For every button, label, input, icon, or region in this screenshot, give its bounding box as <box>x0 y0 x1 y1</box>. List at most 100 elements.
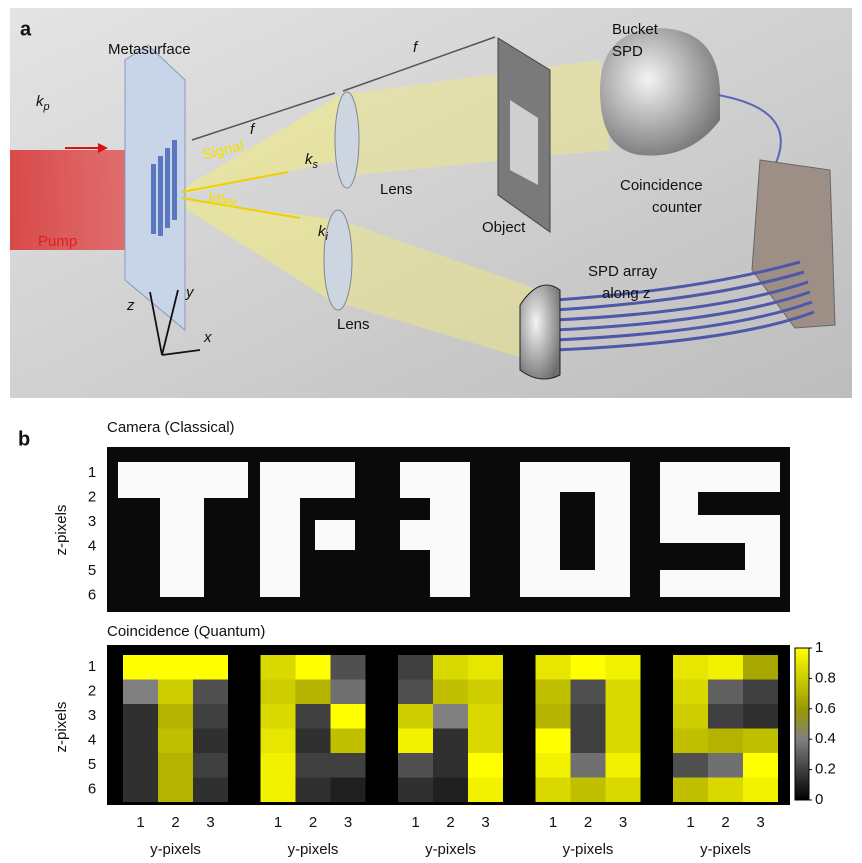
figure: a Metasurface f f Bucket SPD kp Pump Sig… <box>0 0 862 863</box>
heatmap-cell <box>193 778 228 803</box>
heatmap-cell <box>536 753 571 778</box>
heatmap-cell <box>193 704 228 729</box>
heatmap-cell <box>536 778 571 803</box>
heatmap-cell <box>158 729 193 754</box>
heatmap-cell <box>743 680 778 705</box>
x-axis-label: y-pixels <box>563 841 614 858</box>
heatmap-cell <box>708 753 743 778</box>
label-metasurface: Metasurface <box>108 41 191 58</box>
col-tick-label: 3 <box>481 814 489 831</box>
heatmap-cell <box>433 680 468 705</box>
x-axis-label: y-pixels <box>700 841 751 858</box>
panel-a: a Metasurface f f Bucket SPD kp Pump Sig… <box>10 8 852 398</box>
col-tick-label: 1 <box>274 814 282 831</box>
colorbar <box>795 648 809 800</box>
label-along-z: along z <box>602 285 650 302</box>
heatmap-cell <box>158 704 193 729</box>
panel-label: a <box>20 18 32 40</box>
heatmap-cell <box>193 753 228 778</box>
label-pump: Pump <box>38 233 77 250</box>
heatmap-cell <box>193 655 228 680</box>
row-tick-label: 1 <box>88 464 96 481</box>
heatmap-cell <box>398 729 433 754</box>
heatmap-cell <box>331 778 366 803</box>
colorbar-tick-label: 0.4 <box>815 730 836 747</box>
col-tick-label: 3 <box>756 814 764 831</box>
col-tick-label: 2 <box>721 814 729 831</box>
camera-title: Camera (Classical) <box>107 419 235 436</box>
heatmap-cell <box>158 778 193 803</box>
heatmap-cell <box>743 704 778 729</box>
label-object: Object <box>482 219 526 236</box>
heatmap-cell <box>468 729 503 754</box>
heatmap-cell <box>296 680 331 705</box>
heatmap-cell <box>743 655 778 680</box>
heatmap-cell <box>331 655 366 680</box>
heatmap-cell <box>708 680 743 705</box>
heatmap-cell <box>433 704 468 729</box>
axis-label-z: z <box>126 297 135 314</box>
heatmap-cell <box>433 778 468 803</box>
heatmap-cell <box>123 729 158 754</box>
heatmap-cell <box>296 729 331 754</box>
heatmap-cell <box>673 778 708 803</box>
heatmap-cell <box>571 729 606 754</box>
row-tick-label: 3 <box>88 707 96 724</box>
spd-array <box>520 285 560 379</box>
heatmap-cell <box>673 753 708 778</box>
col-tick-label: 2 <box>584 814 592 831</box>
heatmap-cell <box>468 753 503 778</box>
heatmap-cell <box>261 680 296 705</box>
heatmap-cell <box>123 753 158 778</box>
heatmap-cell <box>606 753 641 778</box>
label-lens: Lens <box>380 181 413 198</box>
colorbar-tick-label: 0.8 <box>815 669 836 686</box>
col-tick-label: 1 <box>686 814 694 831</box>
heatmap-cell <box>158 753 193 778</box>
row-tick-label: 5 <box>88 562 96 579</box>
x-axis-label: y-pixels <box>425 841 476 858</box>
heatmap-cell <box>433 655 468 680</box>
heatmap-cell <box>261 655 296 680</box>
lens-top <box>335 92 359 188</box>
col-tick-label: 2 <box>309 814 317 831</box>
col-tick-label: 1 <box>411 814 419 831</box>
col-tick-label: 3 <box>206 814 214 831</box>
row-tick-label: 6 <box>88 780 96 797</box>
heatmap-cell <box>123 680 158 705</box>
heatmap-cell <box>536 680 571 705</box>
heatmap-cell <box>398 655 433 680</box>
heatmap-cell <box>743 778 778 803</box>
heatmap-cell <box>296 704 331 729</box>
row-tick-label: 2 <box>88 488 96 505</box>
row-tick-label: 6 <box>88 586 96 603</box>
heatmap-cell <box>123 778 158 803</box>
heatmap-cell <box>296 778 331 803</box>
heatmap-cell <box>433 753 468 778</box>
heatmap-cell <box>468 778 503 803</box>
x-axis-label: y-pixels <box>288 841 339 858</box>
heatmap-cell <box>468 655 503 680</box>
col-tick-label: 2 <box>171 814 179 831</box>
heatmap-cell <box>571 704 606 729</box>
y-axis-label: z-pixels <box>53 702 70 753</box>
row-tick-label: 3 <box>88 513 96 530</box>
col-tick-label: 3 <box>619 814 627 831</box>
heatmap-cell <box>468 704 503 729</box>
axis-label-x: x <box>203 329 212 346</box>
heatmap-cell <box>606 704 641 729</box>
label-bucket-spd: SPD <box>612 43 643 60</box>
heatmap-cell <box>708 704 743 729</box>
heatmap-cell <box>571 680 606 705</box>
heatmap-cell <box>468 680 503 705</box>
label-bucket: Bucket <box>612 21 659 38</box>
panel-label: b <box>18 428 30 450</box>
heatmap-cell <box>398 753 433 778</box>
quantum-title: Coincidence (Quantum) <box>107 623 265 640</box>
heatmap-cell <box>193 729 228 754</box>
label-counter: counter <box>652 199 702 216</box>
heatmap-cell <box>331 680 366 705</box>
col-tick-label: 3 <box>344 814 352 831</box>
heatmap-cell <box>571 655 606 680</box>
heatmap-cell <box>398 680 433 705</box>
